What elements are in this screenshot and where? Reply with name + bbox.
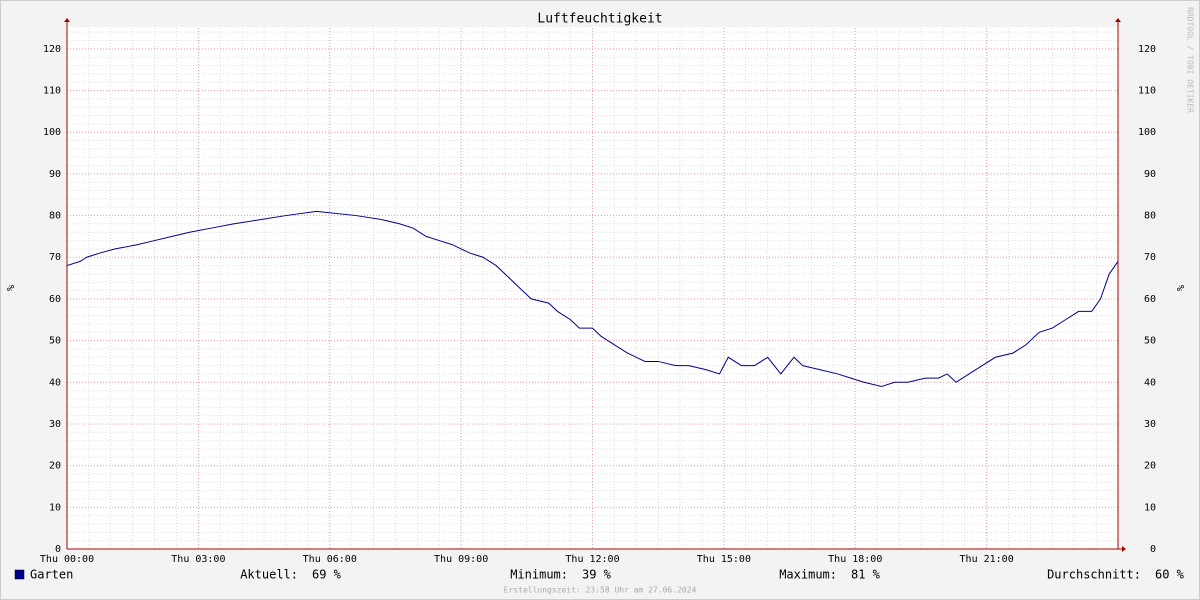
plot-area bbox=[67, 27, 1118, 549]
y2-tick-label: 40 bbox=[1144, 377, 1156, 388]
y2-tick-label: 30 bbox=[1144, 419, 1156, 430]
y2-tick-label: 0 bbox=[1150, 544, 1156, 555]
stat-label: Durchschnitt: bbox=[1047, 568, 1141, 582]
y2-axis-label: % bbox=[1174, 285, 1185, 291]
y2-tick-label: 80 bbox=[1144, 211, 1156, 222]
y-tick-label: 0 bbox=[55, 544, 61, 555]
watermark: RRDTOOL / TOBI OETIKER bbox=[1186, 7, 1195, 113]
x-tick-label: Thu 00:00 bbox=[40, 554, 94, 565]
stat-value: 39 % bbox=[582, 568, 612, 582]
axis-arrow bbox=[1115, 18, 1121, 22]
axis-arrow bbox=[64, 18, 70, 22]
legend-label: Garten bbox=[30, 568, 73, 582]
y-tick-label: 90 bbox=[49, 169, 61, 180]
y2-tick-label: 100 bbox=[1138, 127, 1156, 138]
y-axis-label: % bbox=[4, 285, 15, 291]
x-tick-label: Thu 03:00 bbox=[171, 554, 225, 565]
y2-tick-label: 10 bbox=[1144, 502, 1156, 513]
x-tick-label: Thu 06:00 bbox=[303, 554, 357, 565]
y-tick-label: 50 bbox=[49, 336, 61, 347]
y-tick-label: 100 bbox=[43, 127, 61, 138]
stat-label: Aktuell: bbox=[240, 568, 298, 582]
y-tick-label: 30 bbox=[49, 419, 61, 430]
y-tick-label: 120 bbox=[43, 44, 61, 55]
y2-tick-label: 120 bbox=[1138, 44, 1156, 55]
y2-tick-label: 50 bbox=[1144, 336, 1156, 347]
stat-value: 81 % bbox=[851, 568, 881, 582]
stat-value: 60 % bbox=[1155, 568, 1185, 582]
stat-label: Minimum: bbox=[510, 568, 568, 582]
x-tick-label: Thu 12:00 bbox=[565, 554, 619, 565]
y-tick-label: 70 bbox=[49, 252, 61, 263]
y2-tick-label: 70 bbox=[1144, 252, 1156, 263]
y-tick-label: 110 bbox=[43, 86, 61, 97]
x-tick-label: Thu 21:00 bbox=[960, 554, 1014, 565]
x-tick-label: Thu 15:00 bbox=[697, 554, 751, 565]
y2-tick-label: 110 bbox=[1138, 86, 1156, 97]
y2-tick-label: 60 bbox=[1144, 294, 1156, 305]
y-tick-label: 40 bbox=[49, 377, 61, 388]
y2-tick-label: 20 bbox=[1144, 461, 1156, 472]
chart-title: Luftfeuchtigkeit bbox=[537, 12, 662, 27]
y-tick-label: 60 bbox=[49, 294, 61, 305]
x-tick-label: Thu 18:00 bbox=[828, 554, 882, 565]
stat-label: Maximum: bbox=[779, 568, 837, 582]
legend-swatch bbox=[14, 569, 25, 580]
stat-value: 69 % bbox=[312, 568, 342, 582]
y-tick-label: 10 bbox=[49, 502, 61, 513]
y-tick-label: 80 bbox=[49, 211, 61, 222]
footer: Erstellungszeit: 23:58 Uhr am 27.06.2024 bbox=[504, 586, 697, 595]
x-tick-label: Thu 09:00 bbox=[434, 554, 488, 565]
y2-tick-label: 90 bbox=[1144, 169, 1156, 180]
axis-arrow bbox=[1122, 546, 1126, 552]
data-line bbox=[66, 210, 1119, 387]
y-tick-label: 20 bbox=[49, 461, 61, 472]
